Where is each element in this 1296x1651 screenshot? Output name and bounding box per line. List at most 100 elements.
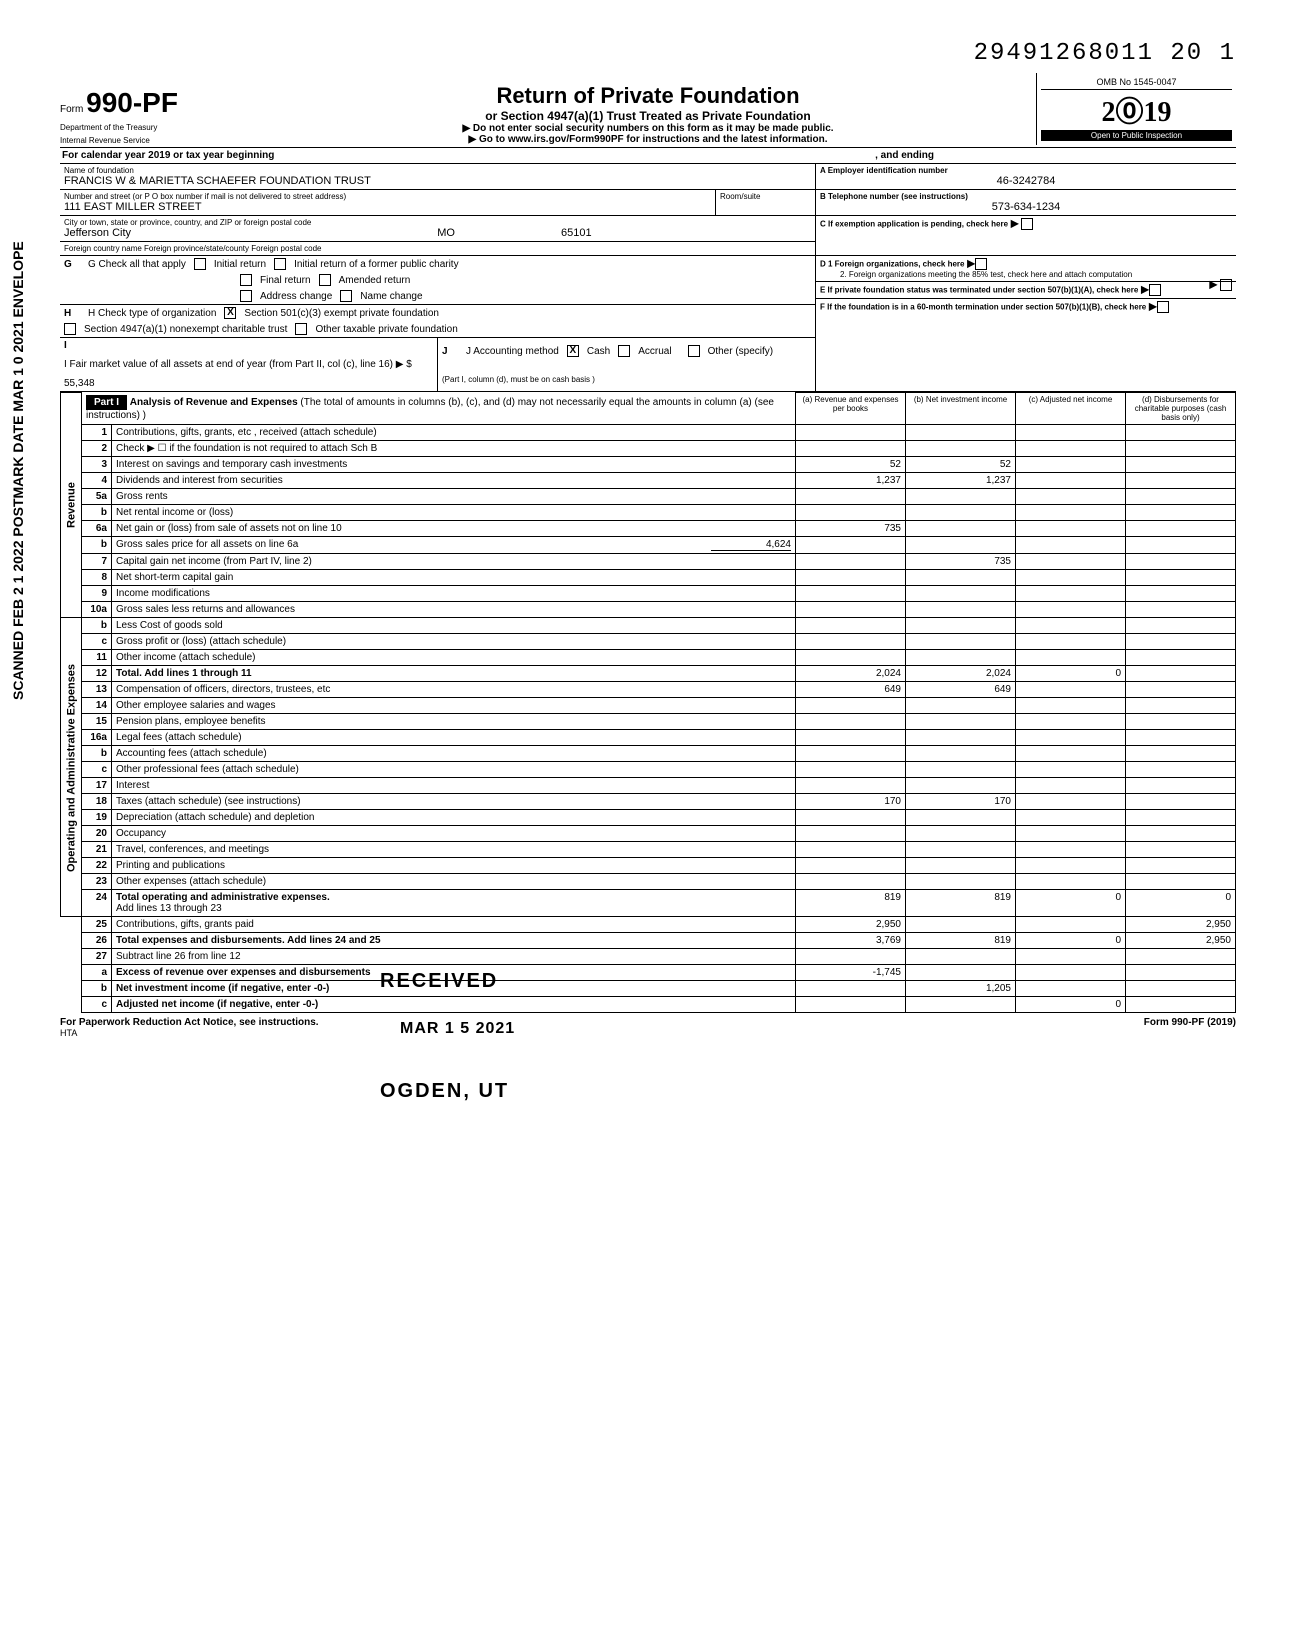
c-checkbox[interactable]	[1021, 218, 1033, 230]
opt-other-method: Other (specify)	[708, 346, 774, 357]
r24-c: 0	[1016, 890, 1126, 917]
opt-accrual: Accrual	[638, 346, 671, 357]
h-label: H Check type of organization	[88, 308, 216, 319]
entity-info-block: Name of foundation FRANCIS W & MARIETTA …	[60, 164, 1236, 256]
d2-label: 2. Foreign organizations meeting the 85%…	[820, 270, 1232, 279]
row-10b: Less Cost of goods sold	[112, 618, 796, 634]
form-subtitle: or Section 4947(a)(1) Trust Treated as P…	[280, 109, 1016, 123]
r27c-c: 0	[1016, 997, 1126, 1013]
revenue-sidebar: Revenue	[61, 393, 82, 618]
cb-initial[interactable]	[194, 258, 206, 270]
row-10c: Gross profit or (loss) (attach schedule)	[112, 634, 796, 650]
instr-line-2: ▶ Go to www.irs.gov/Form990PF for instru…	[280, 134, 1016, 145]
cb-d1[interactable]	[975, 258, 987, 270]
h-letter: H	[64, 308, 80, 319]
row-4: Dividends and interest from securities	[112, 473, 796, 489]
col-b-header: (b) Net investment income	[906, 393, 1016, 425]
r25-d: 2,950	[1126, 917, 1236, 933]
cal-year-end: , and ending	[875, 150, 934, 161]
g-label: G Check all that apply	[88, 259, 186, 270]
r26-b: 819	[906, 933, 1016, 949]
g-letter: G	[64, 259, 80, 270]
r18-b: 170	[906, 794, 1016, 810]
dept-label: Department of the Treasury	[60, 123, 260, 132]
row-25: Contributions, gifts, grants paid	[112, 917, 796, 933]
foundation-name: FRANCIS W & MARIETTA SCHAEFER FOUNDATION…	[64, 175, 811, 187]
f-label: F If the foundation is in a 60-month ter…	[820, 303, 1146, 312]
received-stamp: RECEIVED	[380, 970, 498, 993]
part1-table: Revenue Part I Analysis of Revenue and E…	[60, 392, 1236, 1013]
r3-b: 52	[906, 457, 1016, 473]
opt-4947: Section 4947(a)(1) nonexempt charitable …	[84, 324, 287, 335]
row-14: Other employee salaries and wages	[112, 698, 796, 714]
cb-cash[interactable]: X	[567, 345, 579, 357]
opt-initial-former: Initial return of a former public charit…	[294, 259, 459, 270]
cb-name-change[interactable]	[340, 290, 352, 302]
r12-c: 0	[1016, 666, 1126, 682]
cb-other-tax[interactable]	[295, 323, 307, 335]
r26-a: 3,769	[796, 933, 906, 949]
opt-other-tax: Other taxable private foundation	[315, 324, 457, 335]
phone-label: B Telephone number (see instructions)	[820, 192, 1232, 201]
r18-a: 170	[796, 794, 906, 810]
zip-value: 65101	[561, 227, 592, 239]
d1-label: D 1 Foreign organizations, check here	[820, 260, 964, 269]
street-address: 111 EAST MILLER STREET	[64, 201, 711, 213]
calendar-year-row: For calendar year 2019 or tax year begin…	[60, 148, 1236, 164]
form-header: Form 990-PF Department of the Treasury I…	[60, 73, 1236, 148]
cb-d2[interactable]	[1220, 279, 1232, 291]
col-c-header: (c) Adjusted net income	[1016, 393, 1126, 425]
r24-b: 819	[906, 890, 1016, 917]
row-21: Travel, conferences, and meetings	[112, 842, 796, 858]
cb-final[interactable]	[240, 274, 252, 286]
city-label: City or town, state or province, country…	[64, 218, 811, 227]
cb-initial-former[interactable]	[274, 258, 286, 270]
form-title: Return of Private Foundation	[280, 83, 1016, 109]
cb-accrual[interactable]	[618, 345, 630, 357]
cb-501c3[interactable]: X	[224, 307, 236, 319]
city-value: Jefferson City	[64, 227, 131, 239]
row-20: Occupancy	[112, 826, 796, 842]
row-16a: Legal fees (attach schedule)	[112, 730, 796, 746]
r13-a: 649	[796, 682, 906, 698]
row-2: Check ▶ ☐ if the foundation is not requi…	[112, 441, 796, 457]
date-stamp: MAR 1 5 2021	[400, 1020, 515, 1038]
r27b-b: 1,205	[906, 981, 1016, 997]
cb-e[interactable]	[1149, 284, 1161, 296]
r26-d: 2,950	[1126, 933, 1236, 949]
j-letter: J	[442, 346, 458, 357]
cb-f[interactable]	[1157, 301, 1169, 313]
cb-amended[interactable]	[319, 274, 331, 286]
row-27: Subtract line 26 from line 12	[112, 949, 796, 965]
row-24b: Add lines 13 through 23	[116, 903, 222, 914]
state-value: MO	[437, 227, 455, 239]
name-label: Name of foundation	[64, 166, 811, 175]
public-inspection-label: Open to Public Inspection	[1041, 130, 1232, 141]
cb-addr-change[interactable]	[240, 290, 252, 302]
row-9: Income modifications	[112, 586, 796, 602]
r27a-a: -1,745	[796, 965, 906, 981]
j-label: J Accounting method	[466, 346, 559, 357]
opt-initial: Initial return	[214, 259, 266, 270]
opt-cash: Cash	[587, 346, 610, 357]
footer: For Paperwork Reduction Act Notice, see …	[60, 1017, 1236, 1028]
opt-addr-change: Address change	[260, 291, 332, 302]
col-d-header: (d) Disbursements for charitable purpose…	[1126, 393, 1236, 425]
irs-label: Internal Revenue Service	[60, 136, 260, 145]
ogden-stamp: OGDEN, UT	[380, 1080, 509, 1103]
row-5b: Net rental income or (loss)	[112, 505, 796, 521]
r4-b: 1,237	[906, 473, 1016, 489]
row-27c: Adjusted net income (if negative, enter …	[112, 997, 796, 1013]
cb-other-method[interactable]	[688, 345, 700, 357]
row-26: Total expenses and disbursements. Add li…	[112, 933, 796, 949]
row-10a: Gross sales less returns and allowances	[112, 602, 796, 618]
checks-block: G G Check all that apply Initial return …	[60, 256, 1236, 392]
foreign-label: Foreign country name Foreign province/st…	[64, 244, 811, 253]
row-7: Capital gain net income (from Part IV, l…	[112, 554, 796, 570]
part1-title: Analysis of Revenue and Expenses	[130, 397, 298, 408]
cb-4947[interactable]	[64, 323, 76, 335]
row-6b: Gross sales price for all assets on line…	[116, 539, 298, 550]
row-24: Total operating and administrative expen…	[116, 892, 330, 903]
footer-hta: HTA	[60, 1028, 1236, 1038]
expenses-sidebar: Operating and Administrative Expenses	[61, 618, 82, 917]
